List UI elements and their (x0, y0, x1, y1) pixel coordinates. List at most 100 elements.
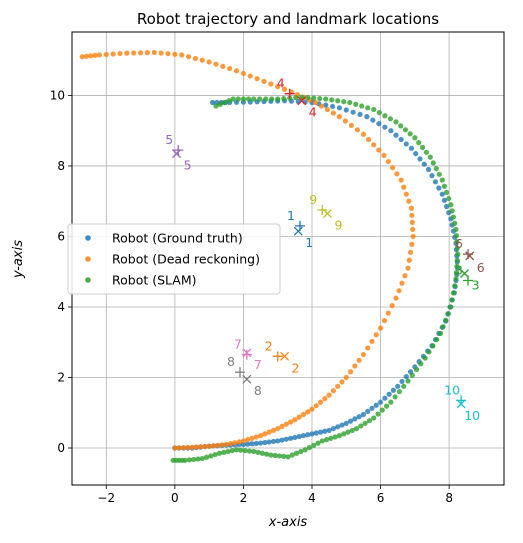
trajectory-point (305, 95, 311, 101)
trajectory-point (131, 50, 137, 56)
trajectory-point (452, 220, 458, 226)
landmark-2: 22 (265, 338, 300, 375)
landmark-estimate-marker (456, 399, 466, 409)
trajectory-point (408, 205, 415, 211)
trajectory-point (287, 419, 294, 425)
trajectory-point (227, 440, 234, 447)
trajectory-point (233, 447, 240, 453)
trajectory-point (266, 439, 272, 445)
legend-box (67, 223, 281, 295)
trajectory-point (360, 351, 367, 358)
trajectory-point (240, 438, 247, 444)
landmark-estimate-marker (242, 348, 252, 358)
trajectory-point (358, 423, 364, 429)
trajectory-point (323, 437, 330, 443)
trajectory-point (432, 179, 439, 185)
trajectory-point (206, 59, 212, 65)
trajectory-point (309, 406, 315, 412)
trajectory-point (268, 81, 274, 87)
trajectory-point (453, 232, 460, 239)
trajectory-point (396, 388, 403, 395)
trajectory-point (339, 422, 345, 428)
trajectory-point (336, 105, 343, 111)
trajectory-point (354, 127, 361, 133)
trajectory-point (398, 136, 404, 143)
trajectory-point (398, 177, 404, 183)
trajectory-point (436, 185, 442, 191)
legend-swatch (85, 235, 91, 241)
legend: Robot (Ground truth) Robot (Dead reckonin… (67, 223, 281, 295)
trajectory-point (335, 424, 341, 430)
trajectory-point (206, 443, 212, 449)
landmark-estimate-label: 8 (254, 383, 262, 398)
trajectory-point (172, 445, 178, 451)
trajectory-point (293, 450, 300, 456)
landmark-estimate-label: 6 (477, 260, 485, 275)
landmark-true-label: 7 (234, 337, 242, 352)
trajectory-point (403, 373, 409, 380)
trajectory-point (449, 297, 455, 303)
landmark-true-marker (272, 351, 283, 362)
trajectory-point (336, 114, 343, 120)
trajectory-point (110, 51, 116, 57)
x-tick-label: 8 (445, 491, 453, 505)
trajectory-point (96, 52, 103, 58)
trajectory-point (405, 378, 411, 384)
trajectory-point (179, 52, 185, 58)
landmark-true-label: 1 (287, 208, 295, 223)
trajectory-point (429, 173, 435, 179)
trajectory-point (186, 457, 193, 463)
trajectory-point (439, 177, 445, 183)
trajectory-point (430, 160, 436, 166)
trajectory-point (409, 241, 415, 247)
trajectory-point (407, 131, 413, 137)
landmark-true-label: 4 (277, 76, 285, 91)
landmark-estimate-label: 5 (184, 158, 192, 173)
trajectory-point (393, 295, 399, 301)
trajectory-point (371, 106, 377, 113)
series-robot-slam- (170, 94, 461, 463)
trajectory-point (219, 442, 225, 448)
trajectory-point (353, 425, 360, 432)
trajectory-point (345, 429, 351, 435)
trajectory-point (191, 456, 197, 463)
trajectory-point (311, 442, 317, 448)
trajectory-point (279, 437, 285, 443)
trajectory-point (275, 438, 281, 444)
trajectory-point (348, 122, 355, 129)
trajectory-point (124, 50, 130, 56)
trajectory-point (245, 441, 251, 447)
trajectory-point (275, 96, 281, 102)
trajectory-point (453, 270, 460, 276)
trajectory-point (192, 55, 199, 62)
trajectory-point (401, 184, 407, 190)
trajectory-point (216, 450, 223, 456)
trajectory-point (413, 151, 419, 157)
trajectory-point (323, 102, 329, 108)
trajectory-point (281, 453, 287, 459)
trajectory-point (382, 395, 388, 401)
landmark-true-label: 10 (444, 382, 460, 397)
trajectory-point (450, 290, 457, 296)
trajectory-point (357, 111, 363, 118)
trajectory-point (339, 379, 345, 385)
trajectory-point (422, 355, 428, 361)
trajectory-point (208, 453, 214, 459)
trajectory-point (343, 374, 349, 381)
landmark-true-marker (317, 205, 328, 216)
trajectory-point (377, 325, 384, 331)
trajectory-point (253, 440, 259, 447)
trajectory-point (227, 65, 233, 72)
landmark-estimate-marker (460, 269, 470, 278)
trajectory-point (212, 451, 218, 458)
landmark-estimate-marker (293, 226, 303, 236)
trajectory-point (300, 411, 307, 418)
y-tick-label: 6 (57, 229, 65, 243)
landmark-estimate-marker (322, 209, 332, 219)
trajectory-point (341, 431, 347, 437)
trajectory-point (202, 443, 208, 450)
landmark-true-label: 2 (265, 338, 273, 353)
landmark-10: 10 10 (444, 382, 480, 423)
trajectory-point (445, 310, 451, 317)
trajectory-point (365, 408, 371, 415)
